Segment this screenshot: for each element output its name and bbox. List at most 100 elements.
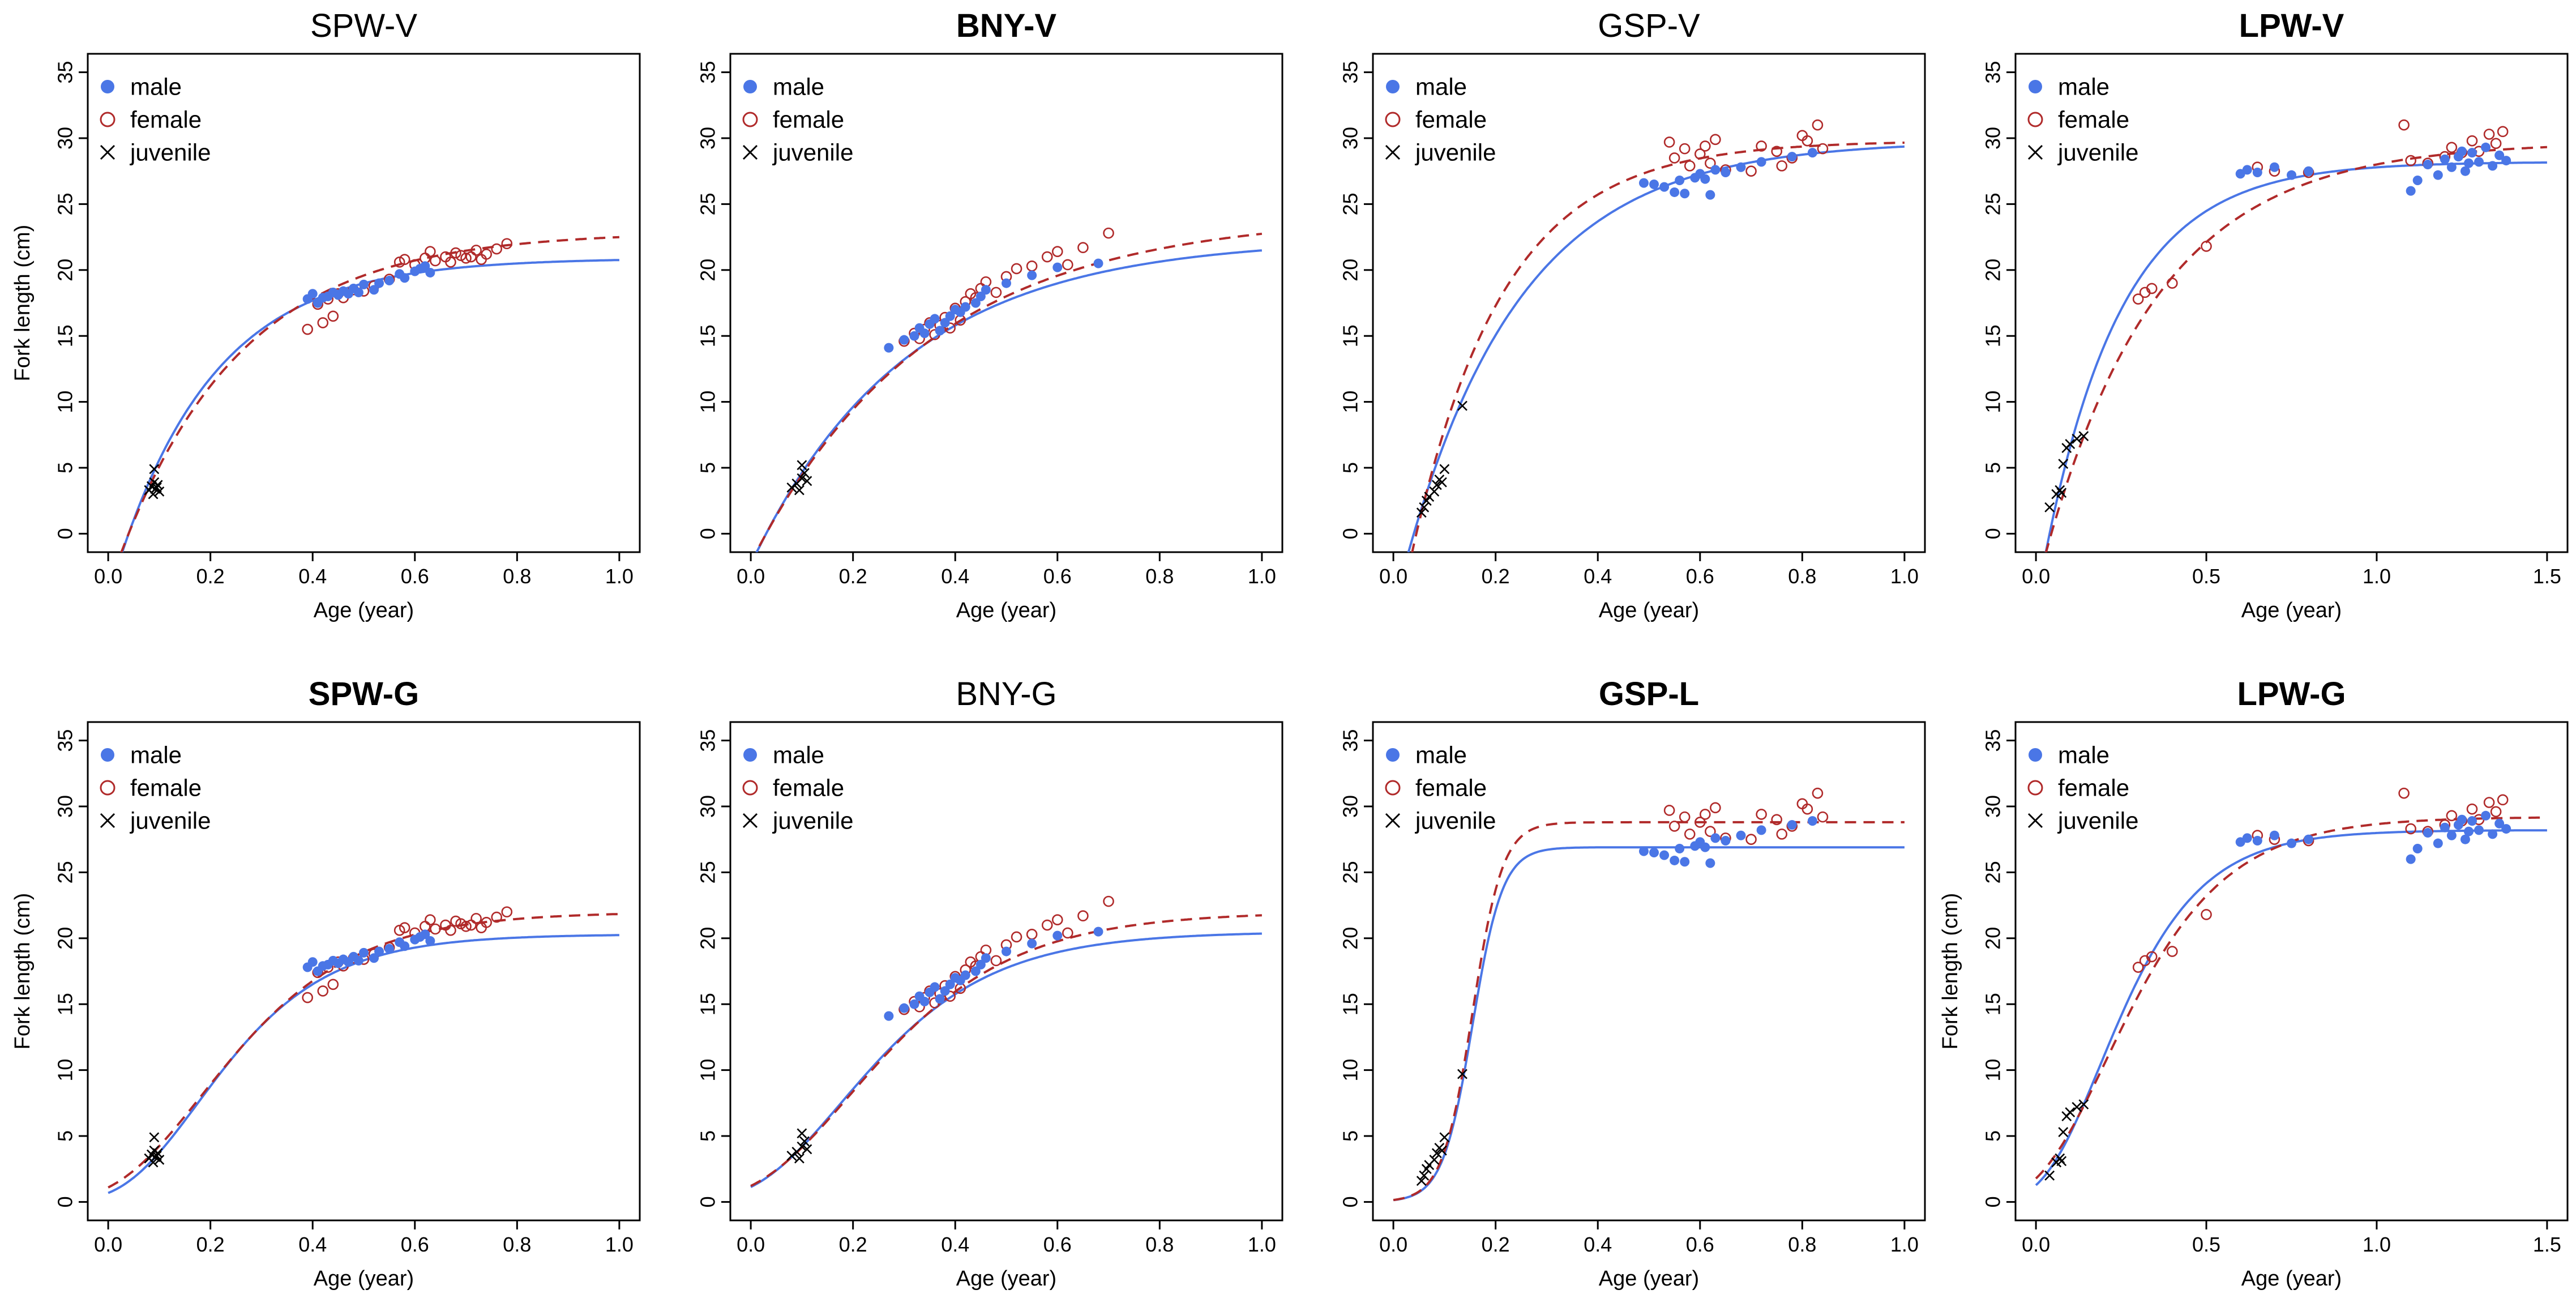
male-point <box>1027 938 1037 949</box>
male-point <box>1756 157 1766 167</box>
legend-male-marker <box>101 748 114 762</box>
male-fit-curve <box>1393 846 1905 1202</box>
male-point <box>2412 175 2423 185</box>
male-point <box>930 314 940 324</box>
x-tick-label: 1.0 <box>2363 1233 2391 1256</box>
female-fit-curve <box>120 236 620 552</box>
x-tick-label: 1.0 <box>1890 565 1919 588</box>
chart-panel-8: LPW-G 0 5 10 15 20 25 30 35 0.0 0.5 1.0 1.5 Age (year… <box>1939 676 2569 1291</box>
male-point <box>1680 189 1690 199</box>
y-tick-label: 0 <box>54 1196 77 1207</box>
male-point <box>2252 836 2262 846</box>
plot-frame <box>2014 721 2569 1222</box>
male-point <box>420 261 430 271</box>
female-point <box>1776 160 1788 172</box>
female-point <box>1771 814 1782 826</box>
chart-title: SPW-V <box>310 7 417 44</box>
female-point <box>1077 242 1089 254</box>
y-tick-label: 10 <box>696 391 720 413</box>
female-point <box>460 921 472 932</box>
male-point <box>981 953 991 963</box>
female-point <box>2490 806 2502 818</box>
female-point <box>1663 805 1675 816</box>
y-tick-label: 0 <box>1339 528 1362 539</box>
legend: male female juvenile <box>1385 742 1496 834</box>
legend-female-marker <box>742 780 758 796</box>
female-point <box>445 925 456 936</box>
male-point <box>1002 946 1011 956</box>
juvenile-point <box>1436 1145 1447 1156</box>
juvenile-point <box>786 482 797 493</box>
female-point <box>944 322 956 334</box>
y-tick-label: 25 <box>54 193 77 215</box>
female-point <box>1710 134 1721 146</box>
x-axis-label: Age (year) <box>956 599 1056 622</box>
female-point <box>1026 261 1038 272</box>
male-point <box>384 275 395 285</box>
juvenile-point <box>1419 1170 1430 1181</box>
y-tick-label: 5 <box>54 462 77 473</box>
y-tick-label: 15 <box>1982 993 2005 1015</box>
x-tick-label: 0.0 <box>2022 565 2050 588</box>
y-tick-label: 25 <box>696 861 720 883</box>
female-fit-curve <box>1411 142 1905 552</box>
male-point <box>1705 858 1715 868</box>
chart-panel-7: GSP-L 0 5 10 15 20 25 30 35 0.0 0.2 0.4 0.6 0.8 1.0 Age… <box>1339 676 1926 1291</box>
male-fit-curve <box>2035 829 2547 1186</box>
juvenile-point <box>2058 1127 2069 1137</box>
male-point <box>369 953 379 963</box>
x-axis-label: Age (year) <box>2241 1267 2342 1291</box>
x-tick-label: 0.4 <box>1584 1233 1612 1256</box>
male-point <box>2433 838 2443 848</box>
x-tick-label: 0.0 <box>737 565 765 588</box>
x-tick-label: 0.8 <box>503 565 531 588</box>
y-tick-label: 5 <box>696 462 720 473</box>
chart-panel-3: GSP-V 0 5 10 15 20 25 30 35 0.0 0.2 0.4 0.6 0.8 1.0 Age… <box>1339 7 1926 622</box>
female-point <box>399 254 410 265</box>
female-point <box>1041 919 1053 931</box>
y-axis-label: Fork length (cm) <box>1939 893 1962 1050</box>
female-point <box>2132 293 2144 305</box>
male-point <box>384 943 395 954</box>
chart-panel-5: SPW-G 0 5 10 15 20 25 30 35 0.0 0.2 0.4 0.6 0.8 1.0 Age… <box>11 676 641 1291</box>
female-point <box>1103 895 1114 907</box>
female-point <box>501 238 513 250</box>
y-tick-label: 5 <box>1982 1130 2005 1142</box>
female-point <box>465 919 477 931</box>
male-point <box>307 289 318 299</box>
y-tick-label: 5 <box>696 1130 720 1142</box>
male-point <box>1710 165 1721 175</box>
male-point <box>2501 824 2511 834</box>
y-tick-label: 10 <box>696 1059 720 1082</box>
y-tick-label: 25 <box>1339 861 1362 883</box>
points-layer <box>786 227 1114 496</box>
juvenile-point <box>2078 431 2089 442</box>
x-tick-label: 0.0 <box>94 1233 122 1256</box>
female-point <box>470 913 482 924</box>
x-tick-label: 0.5 <box>2192 1233 2220 1256</box>
points-layer <box>144 906 513 1168</box>
x-tick-label: 0.4 <box>298 565 327 588</box>
x-tick-label: 0.4 <box>1584 565 1612 588</box>
male-point <box>2423 160 2433 170</box>
y-tick-label: 20 <box>696 259 720 281</box>
male-point <box>1721 836 1731 846</box>
male-point <box>909 999 919 1009</box>
female-point <box>2466 135 2478 147</box>
juvenile-point <box>794 1153 805 1164</box>
female-point <box>1679 143 1691 155</box>
female-point <box>2483 797 2495 808</box>
male-point <box>1756 825 1766 835</box>
male-point <box>1807 148 1817 158</box>
female-point <box>1668 821 1680 832</box>
x-tick-label: 1.5 <box>2533 565 2561 588</box>
x-axis-label: Age (year) <box>1599 599 1699 622</box>
male-point <box>1675 175 1685 185</box>
male-point <box>1093 258 1103 268</box>
points-layer <box>144 238 513 499</box>
y-tick-label: 5 <box>54 1130 77 1142</box>
juvenile-point <box>152 1148 163 1159</box>
x-axis-label: Age (year) <box>314 599 414 622</box>
male-fit-curve <box>2044 161 2547 552</box>
